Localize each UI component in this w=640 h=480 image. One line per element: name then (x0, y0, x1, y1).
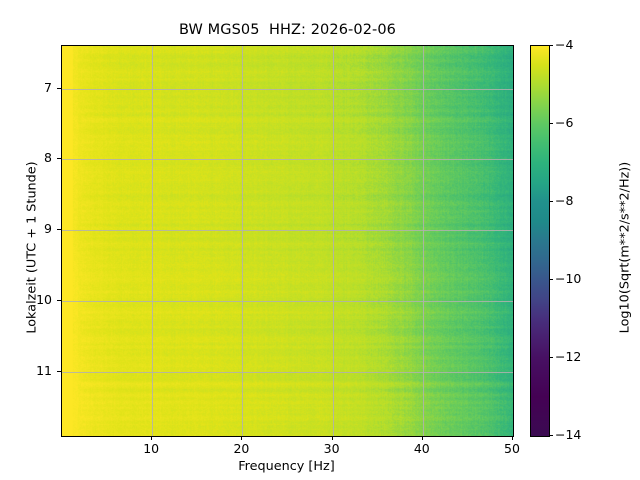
y-tick-label-10: 10 (36, 292, 52, 308)
x-tick-mark (421, 436, 423, 440)
y-axis-label: Lokalzeit (UTC + 1 Stunde) (24, 161, 40, 334)
colorbar-gradient (531, 46, 549, 436)
gridline-x-40 (422, 46, 424, 436)
gridline-x-20 (242, 46, 244, 436)
y-tick-label-11: 11 (36, 363, 52, 379)
y-tick-label-8: 8 (44, 150, 52, 166)
colorbar-tick-mark (549, 45, 553, 46)
colorbar-label: Log10(Sqrt(m**2/s**2/Hz)) (617, 161, 633, 334)
colorbar-tick-label--10: −10 (555, 271, 582, 286)
x-tick-label-10: 10 (143, 441, 160, 456)
page-title: BW MGS05 HHZ: 2026-02-06 (179, 22, 396, 38)
y-tick-label-7: 7 (44, 79, 52, 95)
colorbar-tick-mark (549, 435, 553, 436)
spectrogram-image (62, 46, 513, 436)
gridline-y-11 (62, 372, 513, 374)
colorbar-tick-label--14: −14 (555, 427, 582, 442)
colorbar-tick-mark (549, 357, 553, 358)
x-tick-label-40: 40 (413, 441, 430, 456)
gridline-y-8 (62, 159, 513, 161)
x-axis-label: Frequency [Hz] (238, 459, 335, 474)
y-tick-mark (57, 229, 61, 231)
y-tick-mark (57, 158, 61, 160)
colorbar-tick-label--12: −12 (555, 349, 582, 364)
colorbar-tick-mark (549, 201, 553, 202)
colorbar-tick-label--8: −8 (555, 193, 574, 208)
colorbar[interactable] (530, 45, 550, 437)
spectrogram-plot-area[interactable] (61, 45, 514, 437)
x-tick-mark (241, 436, 243, 440)
colorbar-tick-mark (549, 279, 553, 280)
y-tick-label-9: 9 (44, 221, 52, 237)
gridline-x-30 (332, 46, 334, 436)
colorbar-tick-label--4: −4 (555, 37, 574, 52)
x-tick-label-50: 50 (504, 441, 520, 456)
x-tick-label-20: 20 (233, 441, 250, 456)
colorbar-tick-label--6: −6 (555, 115, 574, 130)
x-tick-mark (512, 436, 513, 440)
y-tick-mark (57, 371, 61, 373)
x-tick-label-30: 30 (323, 441, 340, 456)
gridline-y-7 (62, 88, 513, 90)
x-tick-mark (331, 436, 333, 440)
y-tick-mark (57, 87, 61, 89)
x-tick-mark (151, 436, 153, 440)
gridline-x-10 (152, 46, 154, 436)
y-tick-mark (57, 300, 61, 302)
gridline-y-9 (62, 230, 513, 232)
gridline-y-10 (62, 301, 513, 303)
colorbar-tick-mark (549, 123, 553, 124)
